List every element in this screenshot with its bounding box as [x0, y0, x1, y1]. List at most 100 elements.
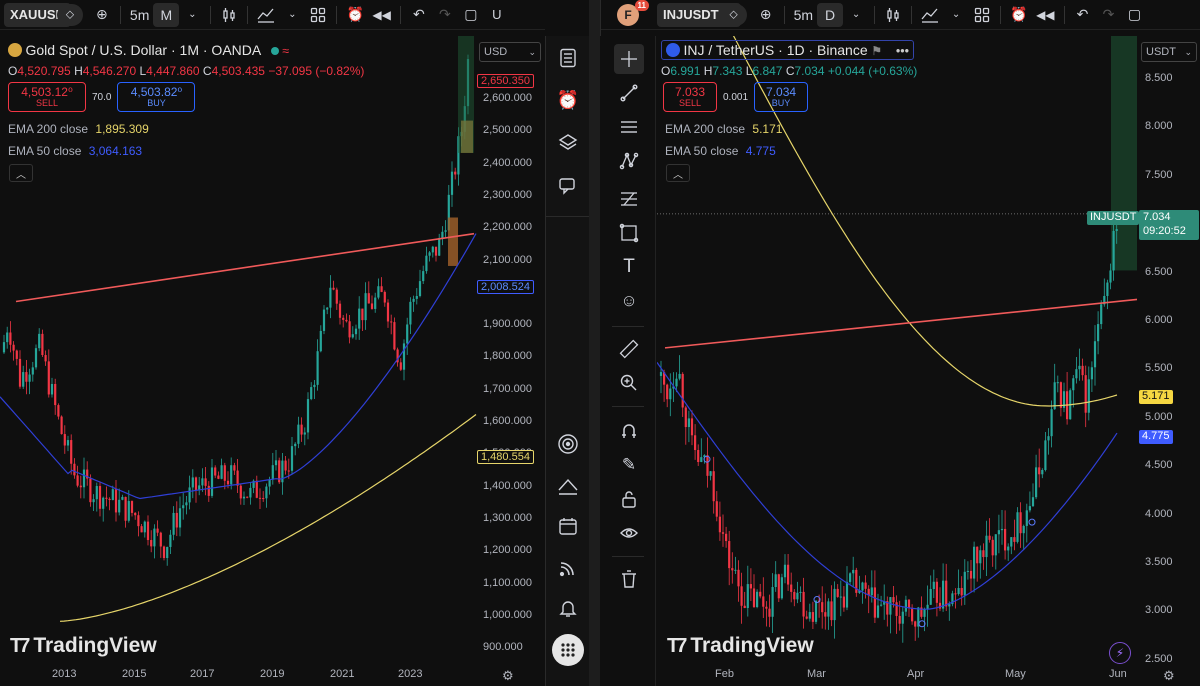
left-collapse-legend-button[interactable]: ︿: [9, 164, 33, 182]
pane-divider[interactable]: [589, 0, 600, 686]
text-icon[interactable]: T: [623, 256, 635, 277]
flag-icon[interactable]: ⚑: [871, 44, 883, 58]
crosshair-icon[interactable]: [614, 44, 644, 74]
chevron-down-icon[interactable]: ⌄: [188, 9, 197, 20]
add-compare-icon[interactable]: ⊕: [759, 6, 772, 22]
apps-grid-icon[interactable]: [552, 634, 584, 666]
right-price-tick: 2.500: [1145, 652, 1173, 665]
lines-icon[interactable]: [614, 112, 644, 142]
right-ema50-line: [657, 362, 1118, 610]
alert-add-icon[interactable]: ⏰: [1010, 6, 1028, 22]
list-icon[interactable]: [554, 44, 582, 72]
right-collapse-legend-button[interactable]: ︿: [666, 164, 690, 182]
left-settings-icon[interactable]: ⚙: [502, 668, 514, 683]
replay-icon[interactable]: ◀◀: [372, 7, 391, 22]
undo-icon[interactable]: ↶: [1076, 6, 1089, 22]
lock-icon[interactable]: [614, 484, 644, 514]
left-time-axis[interactable]: 2013 2015 2017 2019 2021 2023: [0, 664, 478, 686]
left-currency-select[interactable]: USD ⌄: [479, 42, 541, 62]
chevron-down-icon[interactable]: ⌄: [951, 9, 961, 20]
pencil-lock-icon[interactable]: ✎: [621, 455, 637, 474]
candle-body: [969, 570, 973, 579]
right-interval-selected[interactable]: D: [817, 2, 844, 27]
chart-triangle-icon[interactable]: [554, 472, 582, 500]
left-price-chart[interactable]: [0, 36, 478, 656]
broadcast-icon[interactable]: [554, 554, 582, 582]
bell-icon[interactable]: [554, 594, 582, 622]
right-settings-icon[interactable]: ⚙: [1163, 668, 1175, 683]
candle-body: [438, 238, 441, 256]
right-interval-5m[interactable]: 5m: [793, 6, 814, 23]
indicators-icon[interactable]: [917, 3, 943, 27]
right-legend-title-row[interactable]: INJ / TetherUS · 1D · Binance ⚑ •••: [661, 40, 914, 60]
left-ema200-legend[interactable]: EMA 200 close 1,895.309: [8, 122, 149, 136]
calendar-icon[interactable]: [554, 512, 582, 540]
more-options-icon[interactable]: •••: [895, 44, 909, 58]
left-interval-5m[interactable]: 5m: [129, 6, 150, 23]
candle-body: [169, 534, 172, 547]
eye-icon[interactable]: [614, 518, 644, 548]
candles-icon[interactable]: [880, 3, 906, 27]
candle-body: [703, 455, 706, 458]
fullscreen-icon[interactable]: ▢: [1127, 6, 1142, 22]
candle-body: [765, 606, 768, 609]
right-time-axis[interactable]: Feb Mar Apr May Jun: [657, 664, 1141, 686]
add-compare-icon[interactable]: ⊕: [96, 6, 108, 22]
candle-body: [108, 498, 111, 501]
chevron-down-icon[interactable]: ⌄: [288, 9, 297, 20]
layout-grid-icon[interactable]: [969, 3, 995, 27]
candle-body: [911, 607, 914, 622]
candle-body: [377, 286, 380, 298]
chevron-down-icon[interactable]: ⌄: [851, 9, 861, 20]
redo-icon[interactable]: ↷: [438, 6, 451, 22]
fib-icon[interactable]: [614, 184, 644, 214]
lightning-icon[interactable]: ⚡: [1109, 642, 1131, 664]
undo-icon[interactable]: ↶: [412, 6, 425, 22]
alert-add-icon[interactable]: ⏰: [346, 6, 365, 22]
user-avatar[interactable]: F 11: [617, 0, 649, 26]
right-ema50-legend[interactable]: EMA 50 close 4.775: [665, 144, 776, 158]
candles-icon[interactable]: [216, 3, 242, 27]
right-time-tick: Mar: [807, 668, 826, 680]
candle-body: [907, 599, 911, 608]
left-price-tick: 1,600.000: [483, 415, 532, 427]
right-price-axis[interactable]: USDT ⌄ 8.500 8.000 7.500 6.500 6.000 5.500 5.00…: [1139, 36, 1200, 665]
left-ema50-legend[interactable]: EMA 50 close 3,064.163: [8, 144, 142, 158]
candle-body: [258, 497, 262, 499]
node-icon[interactable]: [614, 146, 644, 176]
candle-body: [917, 607, 920, 627]
emoji-icon[interactable]: ☺: [620, 291, 638, 310]
left-sell-button[interactable]: 4,503.12⁰ SELL: [8, 82, 86, 112]
alarm-clock-icon[interactable]: ⏰: [556, 89, 580, 110]
left-price-axis[interactable]: USD ⌄ 2,600.000 2,500.000 2,400.000 2,300.00…: [477, 36, 545, 664]
chat-icon[interactable]: [554, 172, 582, 200]
candle-body: [175, 512, 178, 528]
replay-icon[interactable]: ◀◀: [1036, 7, 1055, 22]
fullscreen-icon[interactable]: ▢: [464, 6, 478, 22]
separator: [911, 5, 913, 24]
right-ema200-legend[interactable]: EMA 200 close 5.171: [665, 122, 782, 136]
right-price-chart[interactable]: [657, 36, 1141, 656]
target-icon[interactable]: [554, 430, 582, 458]
diamond-icon[interactable]: ⬦: [720, 3, 747, 26]
right-buy-button[interactable]: 7.034 BUY: [754, 82, 809, 112]
magnet-icon[interactable]: [614, 416, 644, 446]
candle-body: [756, 591, 759, 608]
ruler-icon[interactable]: [614, 334, 644, 364]
rectangle-icon[interactable]: [614, 218, 644, 248]
left-buy-button[interactable]: 4,503.82⁰ BUY: [117, 82, 196, 112]
left-interval-selected[interactable]: M: [153, 2, 180, 27]
right-currency-select[interactable]: USDT ⌄: [1141, 42, 1197, 62]
diamond-icon[interactable]: ⬦: [56, 3, 83, 26]
layers-icon[interactable]: [554, 128, 582, 156]
candle-body: [672, 386, 675, 389]
left-trade-box: 4,503.12⁰ SELL 70.0 4,503.82⁰ BUY: [8, 82, 196, 112]
redo-icon[interactable]: ↷: [1102, 6, 1115, 22]
trendline-icon[interactable]: [614, 78, 644, 108]
zoom-icon[interactable]: [614, 368, 644, 398]
right-sell-button[interactable]: 7.033 SELL: [663, 82, 717, 112]
right-time-tick: Feb: [715, 668, 734, 680]
trash-icon[interactable]: [614, 564, 644, 594]
layout-grid-icon[interactable]: [305, 3, 331, 27]
indicators-icon[interactable]: [253, 3, 279, 27]
